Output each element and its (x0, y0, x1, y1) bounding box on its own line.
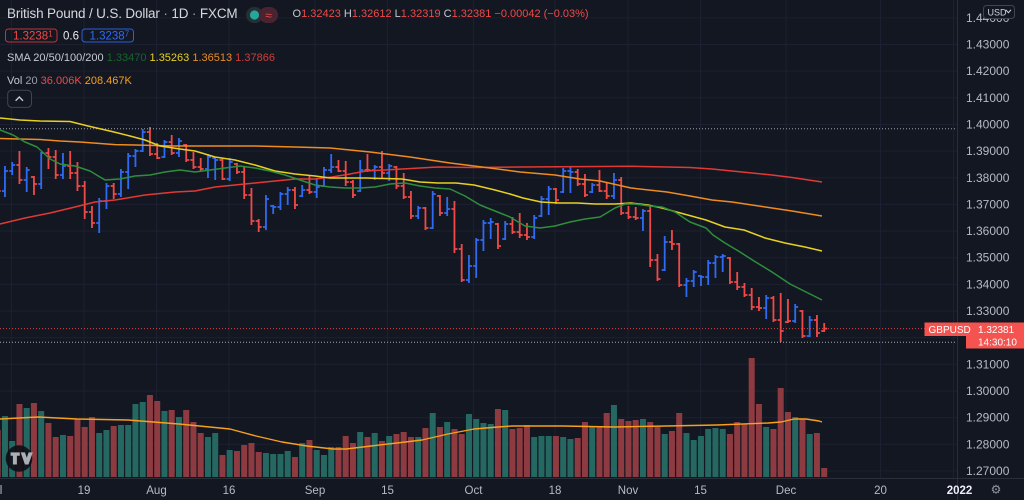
svg-text:Aug: Aug (146, 485, 166, 497)
svg-text:15: 15 (694, 485, 707, 497)
svg-text:1.40000: 1.40000 (966, 117, 1010, 131)
svg-text:1.37000: 1.37000 (966, 197, 1010, 211)
svg-text:1.31000: 1.31000 (966, 357, 1010, 371)
svg-text:1.41000: 1.41000 (966, 91, 1010, 105)
svg-text:O1.32423 H1.32612 L1.32319 C1.: O1.32423 H1.32612 L1.32319 C1.32381 −0.0… (293, 8, 589, 20)
svg-text:1.35000: 1.35000 (966, 251, 1010, 265)
svg-text:16: 16 (223, 485, 236, 497)
svg-text:1.27000: 1.27000 (966, 464, 1010, 478)
svg-text:British Pound / U.S. Dollar ·: British Pound / U.S. Dollar · 1D · FXCM (7, 6, 238, 21)
svg-text:1.38000: 1.38000 (966, 171, 1010, 185)
svg-text:0.6: 0.6 (63, 31, 79, 43)
svg-text:≈: ≈ (265, 9, 272, 23)
svg-text:1.30000: 1.30000 (966, 384, 1010, 398)
svg-text:1.29000: 1.29000 (966, 411, 1010, 425)
svg-text:1.34000: 1.34000 (966, 277, 1010, 291)
svg-text:20: 20 (874, 485, 887, 497)
svg-text:SMA 20/50/100/200 1.33470 1.35: SMA 20/50/100/200 1.33470 1.35263 1.3651… (7, 52, 275, 64)
svg-text:USD: USD (988, 7, 1008, 17)
svg-text:2022: 2022 (947, 485, 973, 497)
svg-text:l: l (0, 485, 2, 497)
svg-text:Oct: Oct (465, 485, 484, 497)
svg-text:14:30:10: 14:30:10 (978, 338, 1017, 349)
svg-text:Vol 20 36.006K 208.467K: Vol 20 36.006K 208.467K (7, 75, 132, 87)
svg-text:Dec: Dec (776, 485, 797, 497)
svg-text:Nov: Nov (618, 485, 639, 497)
svg-text:1.28000: 1.28000 (966, 437, 1010, 451)
svg-text:1.32381: 1.32381 (13, 30, 53, 43)
svg-text:Sep: Sep (305, 485, 325, 497)
svg-text:GBPUSD: GBPUSD (929, 325, 971, 336)
svg-text:1.32381: 1.32381 (978, 325, 1015, 336)
svg-text:1.43000: 1.43000 (966, 38, 1010, 52)
svg-text:1.36000: 1.36000 (966, 224, 1010, 238)
svg-text:18: 18 (549, 485, 562, 497)
svg-text:1.32387: 1.32387 (90, 30, 130, 43)
svg-text:1.42000: 1.42000 (966, 64, 1010, 78)
svg-text:1.39000: 1.39000 (966, 144, 1010, 158)
svg-text:19: 19 (78, 485, 91, 497)
svg-text:15: 15 (381, 485, 394, 497)
svg-text:⚙: ⚙ (991, 483, 1002, 497)
svg-text:1.33000: 1.33000 (966, 304, 1010, 318)
